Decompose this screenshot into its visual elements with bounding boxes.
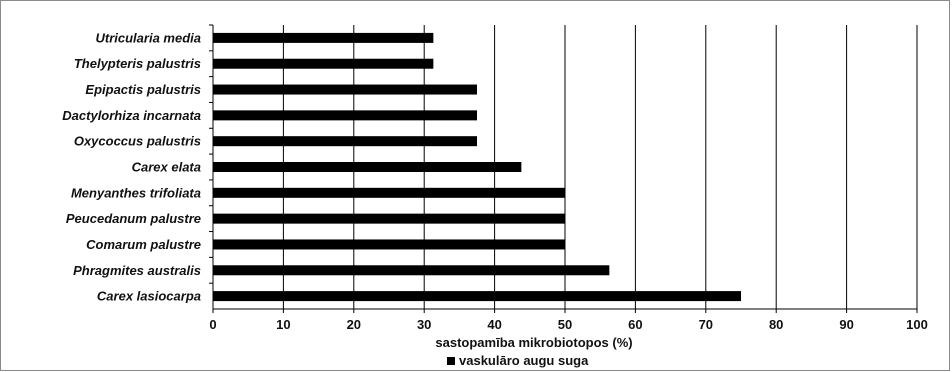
x-tick-label: 80 bbox=[769, 317, 783, 332]
bar bbox=[213, 187, 565, 198]
bar bbox=[213, 84, 477, 95]
category-label: Thelypteris palustris bbox=[74, 56, 201, 71]
x-tick-label: 40 bbox=[487, 317, 501, 332]
legend: vaskulāro augu suga bbox=[447, 353, 589, 368]
category-label: Carex elata bbox=[132, 160, 201, 175]
x-tick-label: 50 bbox=[558, 317, 572, 332]
x-tick-label: 90 bbox=[839, 317, 853, 332]
category-label: Carex lasiocarpa bbox=[97, 289, 201, 304]
x-tick-label: 70 bbox=[699, 317, 713, 332]
bar bbox=[213, 58, 434, 69]
legend-swatch bbox=[447, 357, 455, 365]
bar bbox=[213, 110, 477, 121]
category-label: Peucedanum palustre bbox=[66, 211, 201, 226]
bar bbox=[213, 136, 477, 147]
bar bbox=[213, 265, 610, 276]
category-label: Phragmites australis bbox=[73, 263, 201, 278]
bar bbox=[213, 32, 434, 43]
x-tick-label: 20 bbox=[347, 317, 361, 332]
x-tick-label: 60 bbox=[628, 317, 642, 332]
x-tick-label: 0 bbox=[209, 317, 216, 332]
bars bbox=[213, 32, 741, 302]
x-axis-title: sastopamība mikrobiotopos (%) bbox=[435, 335, 632, 350]
category-label: Comarum palustre bbox=[86, 237, 201, 252]
x-tick-label: 30 bbox=[417, 317, 431, 332]
legend-label: vaskulāro augu suga bbox=[459, 353, 589, 368]
category-label: Dactylorhiza incarnata bbox=[62, 108, 201, 123]
x-tick-label: 10 bbox=[276, 317, 290, 332]
x-axis: 0 10 20 30 40 50 60 70 80 90 100 bbox=[209, 24, 928, 332]
category-label: Oxycoccus palustris bbox=[74, 134, 201, 149]
x-tick-label: 100 bbox=[906, 317, 928, 332]
grid-lines bbox=[282, 25, 918, 309]
category-label: Utricularia media bbox=[96, 30, 202, 45]
bar bbox=[213, 213, 565, 224]
bar bbox=[213, 291, 741, 302]
category-labels: Utricularia media Thelypteris palustris Ep… bbox=[62, 30, 201, 303]
category-label: Menyanthes trifoliata bbox=[71, 185, 201, 200]
category-label: Epipactis palustris bbox=[85, 82, 201, 97]
bar bbox=[213, 239, 565, 250]
bar bbox=[213, 162, 522, 172]
